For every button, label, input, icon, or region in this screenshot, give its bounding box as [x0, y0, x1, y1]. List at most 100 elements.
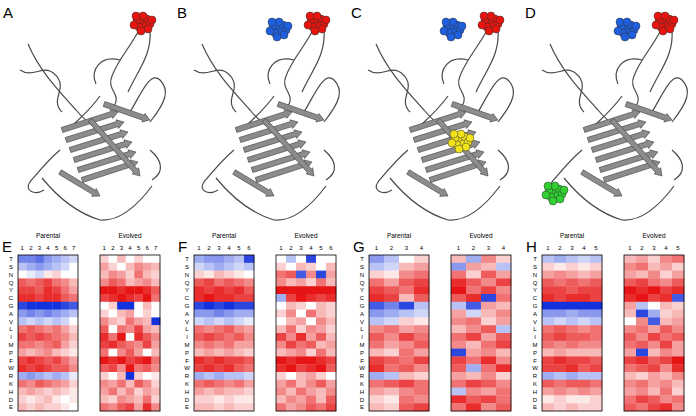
heatmap-cell [316, 294, 326, 302]
heatmap-cell [578, 286, 590, 294]
heatmap-cell [151, 310, 160, 318]
heatmap-cell [648, 341, 660, 349]
heatmap-cell [100, 286, 109, 294]
heatmap-cell [648, 271, 660, 279]
heatmap-cell [151, 372, 160, 380]
heatmap-cell [414, 341, 429, 349]
beta-strand [262, 118, 314, 176]
heatmap-cell [496, 356, 511, 364]
row-label: T [533, 256, 537, 262]
heatmap-cell [276, 325, 286, 333]
atom [659, 27, 667, 35]
heatmap-cell [27, 278, 36, 286]
heatmap-cell [286, 255, 296, 263]
heatmap-cell [109, 403, 118, 411]
heatmap-cell [143, 349, 152, 357]
heatmap-cell [276, 356, 286, 364]
heatmap-cell [194, 395, 204, 403]
row-label: H [9, 389, 13, 395]
heatmap-cell [542, 364, 554, 372]
heatmap-cell [672, 278, 684, 286]
heatmap-cell [214, 395, 224, 403]
heatmap-cell [244, 310, 254, 318]
heatmap-cell [566, 271, 578, 279]
heatmap-cell [316, 317, 326, 325]
heatmap-cell [296, 294, 306, 302]
heatmap-cell [35, 333, 44, 341]
heatmap-cell [624, 294, 636, 302]
heatmap-cell [306, 263, 316, 271]
heatmap-cell [44, 356, 53, 364]
heatmap-cell [117, 317, 126, 325]
heatmap-cell [660, 356, 672, 364]
heatmap-cell [69, 356, 78, 364]
heatmap-cell [554, 310, 566, 318]
beta-strand [451, 102, 498, 123]
heatmap-cell [384, 341, 399, 349]
atom [480, 12, 488, 20]
heatmap-cell [326, 271, 336, 279]
heatmap-cell [52, 294, 61, 302]
heatmap-cell [27, 395, 36, 403]
heatmap-cell [18, 294, 27, 302]
row-label: G [185, 303, 190, 309]
heatmap-cell [296, 388, 306, 396]
heatmap-title: Evolved [118, 232, 142, 239]
heatmap-cell [369, 294, 384, 302]
heatmap-cell [624, 263, 636, 271]
heatmap-cell [648, 302, 660, 310]
heatmap-cell [660, 341, 672, 349]
heatmap-cell [100, 278, 109, 286]
heatmap-cell [672, 380, 684, 388]
heatmap-cell [648, 286, 660, 294]
heatmap-cell [276, 310, 286, 318]
heatmap-cell [100, 294, 109, 302]
heatmap-cell [276, 349, 286, 357]
heatmap-cell [369, 349, 384, 357]
heatmap-cell [204, 349, 214, 357]
column-label: 2 [29, 245, 33, 251]
heatmap-cell [69, 372, 78, 380]
heatmap-cell [590, 310, 602, 318]
heatmap-cell [306, 333, 316, 341]
row-label: F [185, 358, 189, 364]
panel-label: H [526, 238, 537, 255]
atom [670, 16, 678, 24]
heatmap-cell [466, 286, 481, 294]
heatmap-cell [660, 395, 672, 403]
heatmap-cell [52, 317, 61, 325]
heatmap-cell [35, 356, 44, 364]
heatmap-cell [316, 380, 326, 388]
heatmap-cell [566, 403, 578, 411]
heatmap-cell [554, 341, 566, 349]
heatmap-cell [672, 403, 684, 411]
heatmap-cell [590, 403, 602, 411]
loop [390, 178, 500, 220]
heatmap-cell [466, 372, 481, 380]
heatmap-cell [109, 263, 118, 271]
heatmap-cell [35, 317, 44, 325]
heatmap-cell [35, 271, 44, 279]
heatmap-cell [566, 310, 578, 318]
loop [94, 59, 120, 84]
heatmap-cell [542, 388, 554, 396]
heatmap-cell [143, 302, 152, 310]
heatmap-cell [326, 255, 336, 263]
row-label: Y [185, 287, 189, 293]
atom [478, 21, 486, 29]
heatmap-cell [61, 255, 70, 263]
heatmap-cell [100, 395, 109, 403]
heatmap-cell [117, 325, 126, 333]
heatmap-cell [35, 278, 44, 286]
row-label: N [360, 272, 364, 278]
heatmap-cell [566, 349, 578, 357]
heatmap-cell [276, 271, 286, 279]
heatmap-cell [590, 364, 602, 372]
heatmap-cell [143, 278, 152, 286]
column-label: 2 [207, 245, 211, 251]
heatmap-cell [126, 356, 135, 364]
heatmap-cell [326, 286, 336, 294]
heatmap-cell [151, 403, 160, 411]
column-label: 4 [420, 245, 424, 251]
heatmap-cell [660, 310, 672, 318]
